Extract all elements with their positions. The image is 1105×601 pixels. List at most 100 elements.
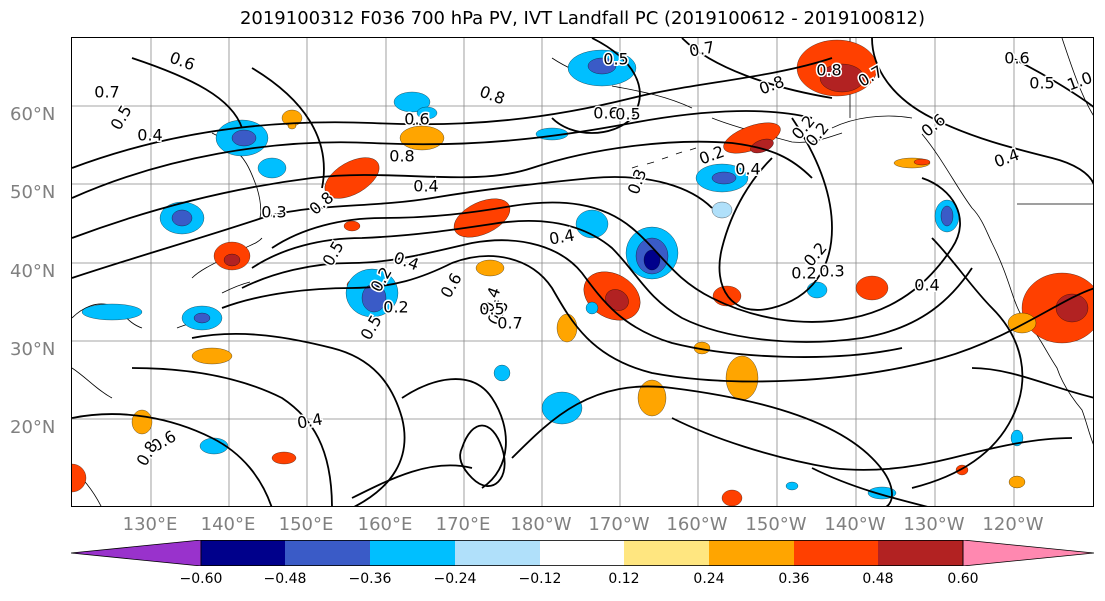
lat-label: 50°N <box>10 182 56 203</box>
pv-contour-line <box>72 176 713 279</box>
contour-label: 0.4 <box>413 177 438 196</box>
colorbar-tick-label: −0.60 <box>179 571 223 587</box>
pc-anomaly-patch <box>475 259 505 277</box>
pv-contour-line <box>271 177 961 323</box>
colorbar-tick-label: −0.36 <box>348 571 392 587</box>
pc-anomaly-patch <box>271 451 297 465</box>
pv-contour-line <box>401 378 507 489</box>
pv-contour-line <box>551 38 641 134</box>
contour-label: 0.7 <box>497 314 522 333</box>
pv-contour-line <box>811 467 928 506</box>
contour-label: 0.4 <box>914 276 939 295</box>
lon-label: 160°E <box>357 514 413 535</box>
pc-anomaly-patch <box>453 198 511 238</box>
contour-label: 1.0 <box>1064 68 1094 95</box>
pc-anomaly-patch <box>72 463 87 493</box>
colorbar-swatch <box>201 540 285 566</box>
lon-label: 180°W <box>510 514 572 535</box>
pc-anomaly-patch <box>940 205 954 227</box>
contour-label: 0.6 <box>918 110 950 141</box>
contour-label: 0.2 <box>791 264 816 283</box>
contour-label: 0.5 <box>357 312 386 344</box>
pc-anomaly-patch <box>171 209 193 227</box>
lon-label: 150°E <box>278 514 334 535</box>
pv-contour-line <box>1011 57 1093 108</box>
lon-label: 140°W <box>824 514 886 535</box>
pv-contour-line <box>911 237 1024 489</box>
colorbar-swatch <box>285 540 370 566</box>
contour-label: 0.5 <box>615 105 640 124</box>
pv-contour-line <box>241 239 903 358</box>
lon-label: 120°W <box>982 514 1044 535</box>
pc-anomaly-patch <box>81 303 143 321</box>
pc-anomaly-patch <box>806 281 828 299</box>
pv-contour-line <box>459 424 506 487</box>
pc-anomaly-patch <box>1008 475 1026 489</box>
contour-label: 0.3 <box>624 166 651 196</box>
colorbar-swatch <box>370 540 455 566</box>
colorbar-extend-low <box>71 540 202 566</box>
pv-contour-line <box>511 385 893 506</box>
pv-contour-line <box>251 67 325 189</box>
lon-label: 170°E <box>435 514 491 535</box>
colorbar-tick-label: 0.36 <box>778 571 810 587</box>
pc-anomaly-patch <box>819 63 865 93</box>
pc-anomaly-patch <box>191 347 233 365</box>
pv-contour-line <box>72 110 813 199</box>
contour-label: 0.6 <box>404 110 429 129</box>
contour-label: 0.4 <box>391 248 421 275</box>
contour-label: 0.4 <box>137 126 162 145</box>
map-panel: 0.6 0.7 0.5 0.4 0.8 0.6 0.5 0.7 0.6 0.8 0.7 0.6 0.5 1… <box>71 37 1094 507</box>
pv-contour-line <box>191 333 406 506</box>
pv-contour-line <box>671 417 1073 471</box>
contour-label: 0.5 <box>603 50 628 69</box>
colorbar <box>71 540 1094 566</box>
contour-label: 0.8 <box>477 82 507 109</box>
lon-label: 160°W <box>666 514 728 535</box>
contour-label: 0.5 <box>107 102 136 134</box>
pc-anomaly-patch <box>721 489 743 506</box>
colorbar-swatch <box>794 540 878 566</box>
lat-label: 60°N <box>10 104 56 125</box>
contour-label: 0.8 <box>816 61 841 80</box>
pv-contour-line <box>871 38 1093 186</box>
pc-anomaly-patch <box>913 158 931 166</box>
pc-anomaly-patch <box>343 220 361 232</box>
pc-anomaly-patch <box>416 106 438 120</box>
colorbar-extend-high <box>962 540 1094 566</box>
lon-label: 170°W <box>588 514 650 535</box>
contour-label: 0.2 <box>383 298 408 317</box>
colorbar-swatch <box>455 540 540 566</box>
pv-contour-line <box>131 367 333 506</box>
colorbar-swatch <box>709 540 794 566</box>
pc-anomaly-patch <box>711 171 737 185</box>
pv-contour-line <box>72 140 813 239</box>
contour-label: 0.6 <box>167 48 197 75</box>
pv-contour-line <box>681 38 833 99</box>
lon-label: 140°E <box>200 514 256 535</box>
pc-anomaly-patch <box>493 364 511 382</box>
colorbar-outline <box>200 540 964 566</box>
pc-anomaly-patch <box>643 249 661 271</box>
pc-anomaly-patch <box>637 379 667 417</box>
colorbar-swatch <box>540 540 624 566</box>
contour-label: 0.7 <box>94 83 119 102</box>
lon-label: 130°W <box>903 514 965 535</box>
pc-anomaly-patch <box>785 481 799 491</box>
coastline-aleutians <box>631 147 697 169</box>
pc-anomaly-patch <box>393 91 431 113</box>
pv-contour-line <box>971 367 1093 399</box>
coastline-north-america <box>991 242 1093 445</box>
pc-anomaly-patch <box>725 355 759 401</box>
pv-contour-line <box>251 219 973 343</box>
colorbar-tick-label: 0.60 <box>947 571 979 587</box>
pc-anomaly-patch <box>541 391 583 425</box>
pc-shading <box>72 39 1093 506</box>
lat-label: 40°N <box>10 261 56 282</box>
contour-label: 0.6 <box>437 270 466 302</box>
pc-anomaly-patch <box>231 129 257 147</box>
map-title: 2019100312 F036 700 hPa PV, IVT Landfall… <box>239 8 926 29</box>
contour-label: 0.8 <box>389 147 414 166</box>
colorbar-tick-label: −0.48 <box>263 571 307 587</box>
contour-label: 0.4 <box>735 160 760 179</box>
